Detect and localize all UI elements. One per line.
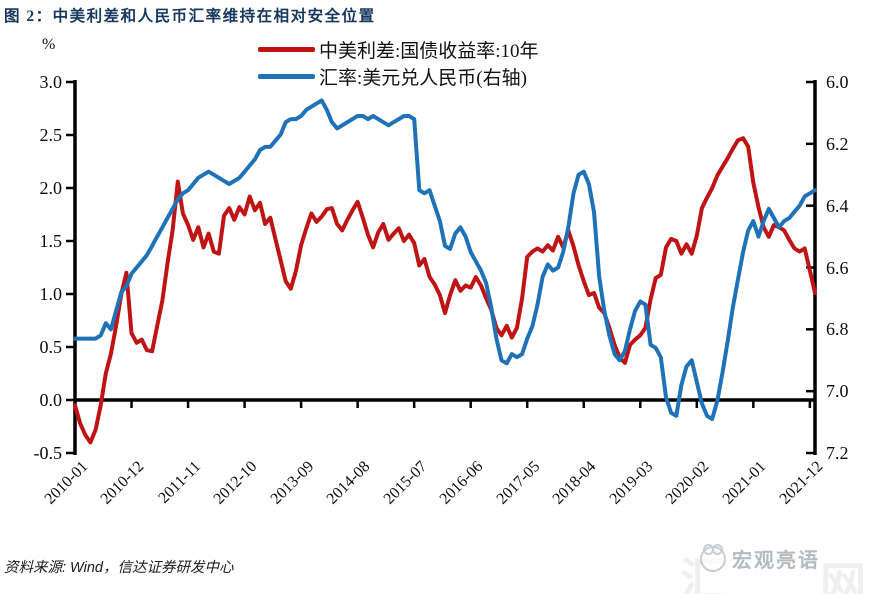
y-right-tick-label: 6.8	[826, 319, 849, 340]
y-left-tick-label: 0.0	[39, 390, 63, 410]
fx-line-swatch	[258, 74, 315, 79]
spread-line-swatch	[258, 47, 315, 52]
y-left-tick-label: -0.5	[33, 443, 63, 463]
y-left-tick-label: 1.0	[39, 284, 63, 304]
fx-line-label: 汇率:美元兑人民币(右轴)	[319, 68, 527, 89]
watermark: 汇 网 宏观亮语	[660, 538, 874, 594]
watermark-faint-glyph: 网	[820, 559, 866, 594]
left-axis-unit-label: %	[42, 36, 56, 53]
y-right-tick-label: 7.0	[826, 381, 849, 402]
y-right-tick-label: 6.2	[826, 133, 849, 154]
y-right-tick-label: 7.2	[826, 443, 849, 463]
y-right-tick-label: 6.6	[826, 257, 849, 278]
y-left-tick-label: 3.0	[39, 72, 63, 92]
chart-title: 图 2：中美利差和人民币汇率维持在相对安全位置	[4, 8, 376, 25]
watermark-text: 宏观亮语	[732, 550, 820, 572]
y-left-tick-label: 2.0	[39, 178, 63, 198]
legend: 中美利差:国债收益率:10年 汇率:美元兑人民币(右轴)	[258, 36, 539, 90]
legend-item-spread: 中美利差:国债收益率:10年	[258, 36, 539, 63]
y-left-tick-label: 1.5	[39, 231, 63, 251]
spread-line-label: 中美利差:国债收益率:10年	[319, 41, 539, 62]
y-right-tick-label: 6.4	[826, 195, 849, 216]
y-left-tick-label: 2.5	[39, 125, 63, 145]
legend-item-fx: 汇率:美元兑人民币(右轴)	[258, 63, 539, 90]
source-note: 资料来源: Wind，信达证券研发中心	[4, 560, 234, 576]
spread-line	[73, 136, 817, 445]
y-left-tick-label: 0.5	[39, 337, 63, 357]
watermark-logo-icon	[700, 544, 726, 572]
fx-line	[73, 98, 817, 421]
y-right-tick-label: 6.0	[826, 72, 849, 92]
